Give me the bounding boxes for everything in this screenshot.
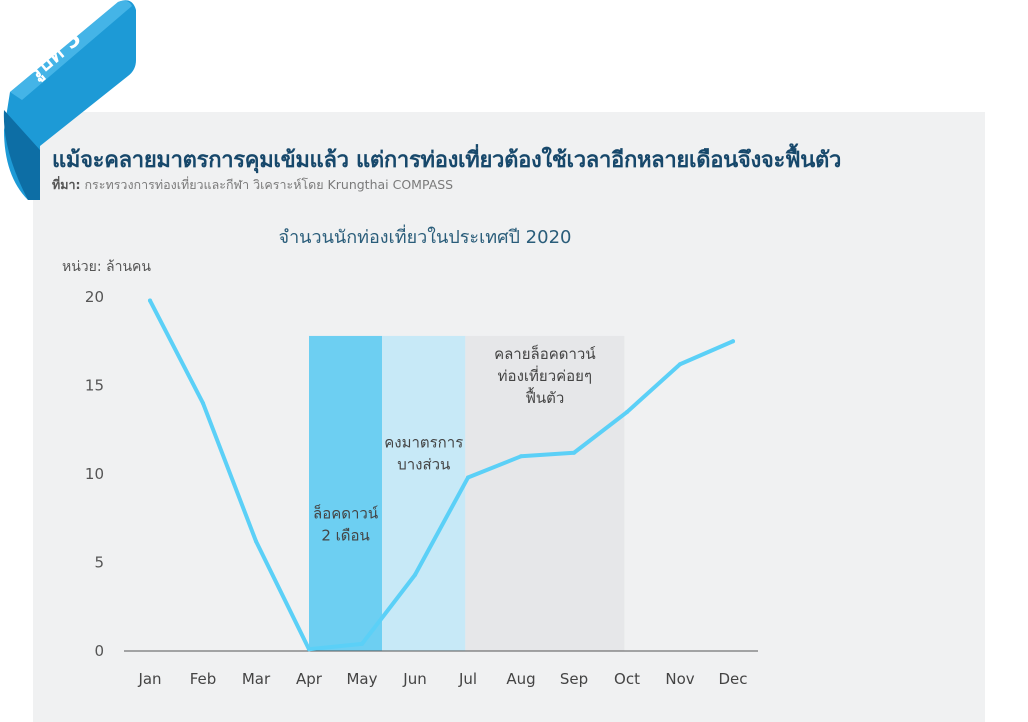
series-line — [148, 298, 735, 652]
period-label-0: ล็อคดาวน์ 2 เดือน — [313, 503, 378, 544]
data-point-apr — [307, 647, 311, 652]
data-point-nov — [678, 362, 682, 367]
data-point-sep — [572, 450, 576, 455]
x-tick-label: Jan — [137, 670, 161, 688]
x-tick-label: Jul — [458, 670, 477, 688]
x-tick-label: Apr — [296, 670, 323, 688]
data-point-jun — [413, 572, 417, 577]
period-band-0 — [309, 335, 383, 651]
data-point-dec — [731, 339, 735, 344]
figure-badge — [3, 0, 136, 200]
x-tick-label: Dec — [718, 670, 747, 688]
y-axis-unit: หน่วย: ล้านคน — [62, 259, 151, 275]
x-tick-label: Aug — [506, 670, 535, 688]
chart-title: จำนวนนักท่องเที่ยวในประเทศปี 2020 — [278, 227, 572, 248]
data-point-jan — [148, 298, 152, 303]
x-tick-label: May — [346, 670, 377, 688]
period-band-2 — [465, 335, 625, 651]
data-point-aug — [519, 454, 523, 459]
data-point-may — [360, 641, 364, 646]
data-point-jul — [466, 475, 470, 480]
data-point-mar — [254, 539, 258, 544]
data-point-oct — [625, 410, 629, 415]
source-text: กระทรวงการท่องเที่ยวและกีฬา วิเคราะห์โดย… — [80, 177, 454, 192]
x-tick-label: Nov — [665, 670, 694, 688]
data-point-feb — [201, 401, 205, 406]
x-tick-label: Sep — [560, 670, 588, 688]
period-label-1: คงมาตรการบางส่วน — [384, 433, 463, 473]
y-tick-label: 0 — [94, 642, 104, 660]
source-prefix: ที่มา: — [52, 177, 81, 192]
period-label-2: คลายล็อคดาวน์ท่องเที่ยวค่อยๆฟื้นตัว — [494, 344, 596, 407]
x-tick-label: Oct — [614, 670, 640, 688]
x-tick-label: Jun — [402, 670, 426, 688]
y-tick-label: 5 — [94, 554, 104, 572]
y-tick-label: 10 — [85, 465, 104, 483]
y-tick-label: 15 — [85, 377, 104, 395]
x-tick-label: Feb — [190, 670, 217, 688]
page-title: แม้จะคลายมาตรการคุมเข้มแล้ว แต่การท่องเท… — [52, 148, 842, 173]
y-tick-label: 20 — [85, 288, 104, 306]
source-note: ที่มา: กระทรวงการท่องเที่ยวและกีฬา วิเคร… — [52, 175, 453, 195]
x-tick-label: Mar — [242, 670, 271, 688]
